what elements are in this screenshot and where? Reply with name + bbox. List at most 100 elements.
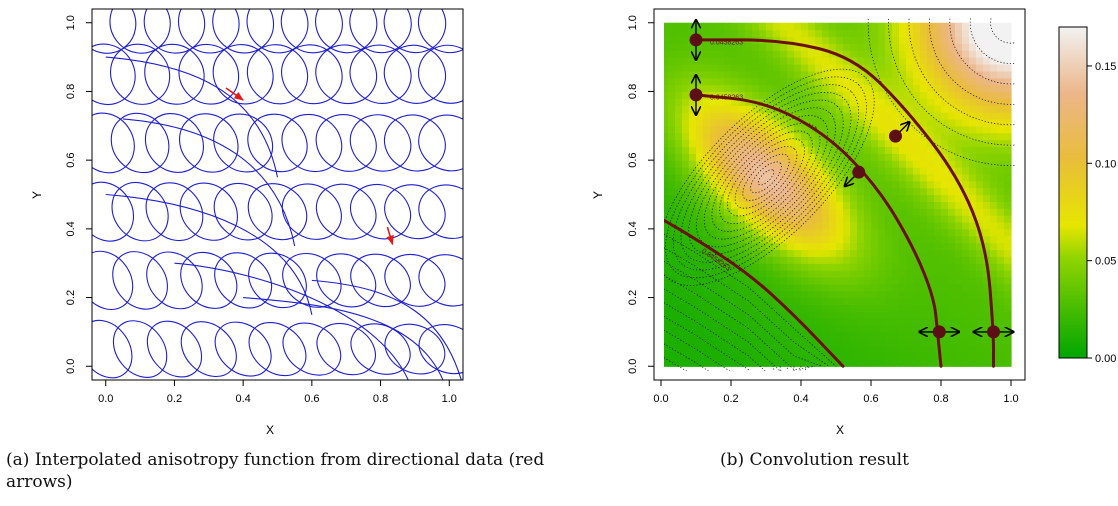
heatmap-cell: [948, 118, 956, 127]
heatmap-cell: [664, 270, 669, 278]
heatmap-cell: [920, 84, 928, 93]
y-a-tick-label: 0.8: [65, 84, 77, 99]
heatmap-cell: [892, 22, 900, 31]
heatmap-cell: [724, 57, 732, 65]
heatmap-cell: [703, 352, 711, 360]
heatmap-cell: [962, 112, 970, 120]
heatmap-cell: [703, 160, 711, 168]
heatmap-cell: [801, 201, 809, 209]
path-point: [689, 33, 703, 47]
heatmap-cell: [731, 146, 739, 154]
heatmap-cell: [710, 160, 718, 168]
heatmap-cell: [864, 146, 872, 154]
heatmap-cell: [664, 29, 669, 38]
heatmap-cell: [689, 153, 697, 161]
heatmap-cell: [885, 304, 893, 312]
ellipse: [180, 321, 237, 378]
contour-line: [696, 107, 836, 248]
heatmap-cell: [801, 325, 809, 333]
heatmap-cell: [815, 194, 823, 202]
heatmap-cell: [906, 297, 914, 306]
heatmap-cell: [745, 215, 753, 223]
heatmap-cell: [948, 256, 956, 264]
heatmap-cell: [920, 187, 928, 196]
heatmap-cell: [948, 22, 956, 31]
heatmap-cell: [689, 256, 697, 264]
heatmap-cell: [822, 359, 830, 367]
heatmap-cell: [703, 57, 711, 65]
heatmap-cell: [745, 112, 753, 120]
heatmap-cell: [808, 173, 816, 182]
heatmap-cell: [745, 50, 753, 58]
ellipse: [109, 9, 171, 54]
heatmap-cell: [899, 77, 907, 86]
heatmap-cell: [969, 36, 977, 44]
heatmap-cell: [871, 270, 879, 278]
heatmap-cell: [787, 77, 795, 86]
heatmap-cell: [696, 331, 704, 340]
heatmap-cell: [731, 173, 739, 182]
heatmap-cell: [801, 311, 809, 319]
heatmap-cell: [675, 290, 683, 299]
x-b-tick-label: 0.2: [723, 393, 738, 405]
heatmap-cell: [724, 153, 732, 161]
heatmap-cell: [913, 263, 921, 271]
heatmap-cell: [815, 36, 823, 44]
heatmap-cell: [857, 297, 865, 306]
heatmap-cell: [664, 297, 669, 306]
heatmap-cell: [829, 194, 837, 202]
heatmap-cell: [941, 43, 949, 51]
heatmap-cell: [878, 167, 886, 175]
heatmap-cell: [892, 63, 900, 72]
heatmap-cell: [668, 167, 676, 175]
heatmap-cell: [738, 318, 746, 326]
heatmap-cell: [668, 22, 676, 31]
heatmap-cell: [815, 345, 823, 354]
heatmap-cell: [808, 91, 816, 99]
heatmap-cell: [836, 194, 844, 202]
heatmap-cell: [801, 242, 809, 251]
heatmap-cell: [724, 29, 732, 38]
heatmap-cell: [766, 180, 774, 189]
heatmap-cell: [780, 160, 788, 168]
heatmap-cell: [731, 160, 739, 168]
heatmap-cell: [906, 50, 914, 58]
heatmap-cell: [906, 276, 914, 285]
heatmap-cell: [738, 139, 746, 148]
heatmap-cell: [675, 235, 683, 244]
heatmap-cell: [664, 194, 669, 202]
highlighted-paths: [664, 38, 995, 368]
heatmap-cell: [689, 146, 697, 154]
heatmap-cell: [696, 63, 704, 72]
heatmap-cell: [871, 70, 879, 79]
heatmap-cell: [794, 345, 802, 354]
heatmap-cell: [948, 153, 956, 161]
heatmap-cell: [717, 290, 725, 299]
heatmap-cell: [682, 359, 690, 367]
heatmap-cell: [808, 283, 816, 292]
heatmap-cell: [948, 139, 956, 148]
heatmap-cell: [668, 276, 676, 285]
heatmap-cell: [664, 173, 669, 182]
heatmap-cell: [664, 201, 669, 209]
heatmap-cell: [969, 57, 977, 65]
heatmap-cell: [864, 63, 872, 72]
heatmap-cell: [780, 57, 788, 65]
heatmap-cell: [983, 345, 991, 354]
heatmap-cell: [717, 242, 725, 251]
heatmap-cell: [920, 139, 928, 148]
heatmap-cell: [745, 304, 753, 312]
heatmap-cell: [682, 22, 690, 31]
heatmap-cell: [717, 146, 725, 154]
heatmap-cell: [843, 139, 851, 148]
heatmap-cell: [857, 105, 865, 113]
heatmap-cell: [668, 270, 676, 278]
heatmap-cell: [885, 283, 893, 292]
heatmap-cell: [885, 91, 893, 99]
heatmap-cell: [808, 187, 816, 196]
heatmap-cell: [738, 173, 746, 182]
heatmap-cell: [990, 180, 998, 189]
heatmap-cell: [787, 318, 795, 326]
heatmap-cell: [899, 256, 907, 264]
heatmap-cell: [794, 70, 802, 79]
